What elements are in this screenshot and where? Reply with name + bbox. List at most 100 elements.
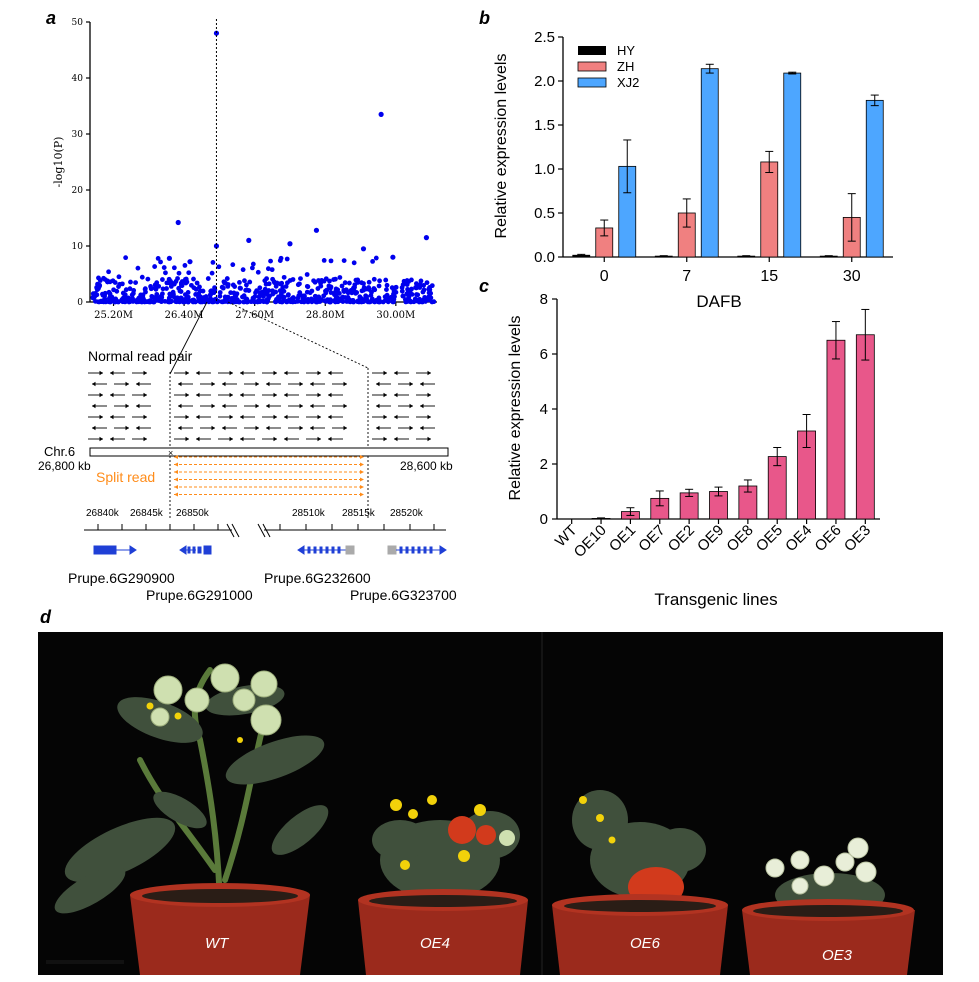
- normal-read-arrowhead: [427, 414, 431, 420]
- snp-point-bg: [377, 278, 382, 284]
- snp-point-bg: [92, 298, 98, 304]
- normal-read-arrowhead: [110, 414, 114, 420]
- snp-point-bg: [193, 286, 199, 292]
- normal-read-arrowhead: [255, 425, 259, 431]
- snp-point-bg: [277, 288, 283, 294]
- snp-point-bg: [127, 286, 133, 292]
- c-xtick-label: OE5: [753, 522, 786, 555]
- snp-point-bg: [247, 279, 253, 285]
- snp-point-bg: [283, 284, 289, 289]
- normal-read-arrowhead: [273, 392, 277, 398]
- gene-models: [93, 545, 447, 555]
- c-xtick-label: OE8: [723, 522, 756, 555]
- snp-point-bg: [197, 294, 203, 300]
- snp-point-bg: [106, 269, 111, 275]
- snp-point-bg: [207, 297, 213, 303]
- split-read-arrowhead: [360, 485, 364, 489]
- snp-point-bg: [351, 260, 357, 266]
- snp-point-bg: [369, 289, 374, 295]
- snp-point-bg: [352, 290, 358, 295]
- b-ytick-label: 0.5: [534, 205, 555, 222]
- coord-26840k: 26840k: [86, 508, 120, 519]
- snp-point-bg: [119, 281, 125, 287]
- snp-point: [213, 30, 220, 36]
- snp-point-bg: [184, 295, 190, 301]
- snp-point-bg: [112, 280, 118, 285]
- normal-read-arrowhead: [317, 370, 321, 376]
- split-read-arrowhead: [360, 462, 364, 467]
- normal-read-arrowhead: [229, 436, 233, 442]
- normal-read-arrowhead: [328, 392, 332, 398]
- snp-point-bg: [277, 299, 283, 305]
- normal-read-arrowhead: [185, 392, 189, 398]
- snp-point-bg: [223, 298, 228, 304]
- pot-oe6: [552, 905, 728, 975]
- plant-oe6: OE6: [552, 790, 728, 975]
- snp-point: [423, 235, 430, 241]
- split-read-arrowhead: [174, 477, 178, 482]
- snp-point-bg: [179, 283, 185, 289]
- c-bar: [826, 339, 846, 520]
- zoom-line-right: [227, 301, 369, 369]
- normal-read-arrowhead: [229, 370, 233, 376]
- snp-point-bg: [364, 294, 370, 300]
- snp-point-bg: [414, 284, 420, 290]
- snp-point-bg: [161, 265, 167, 270]
- snp-point-bg: [120, 290, 126, 296]
- snp-point-bg: [257, 285, 263, 291]
- snp-point-bg: [208, 292, 214, 297]
- normal-read-arrowhead: [420, 403, 424, 409]
- snp-point-bg: [285, 298, 291, 304]
- snp-point-bg: [393, 289, 399, 295]
- snp-point-bg: [171, 265, 177, 271]
- snp-point-bg: [217, 293, 223, 299]
- plant-wt: WT: [46, 663, 329, 975]
- panel-b-letter: b: [479, 8, 490, 28]
- b-bar-zh: [760, 161, 779, 258]
- snp-point-bg: [389, 285, 395, 291]
- normal-read-arrowhead: [196, 370, 200, 376]
- snp-point-bg: [123, 287, 129, 293]
- snp-point-bg: [323, 276, 329, 282]
- snp-point: [390, 254, 396, 260]
- manhattan-plot: -log10(P) 0 10 20 30 40 50 25.20M 26.40M 27.60M…: [52, 18, 437, 321]
- normal-read-arrowhead: [343, 403, 347, 409]
- snp-point-bg: [415, 292, 421, 298]
- snp-point-bg: [371, 276, 377, 282]
- snp-point-bg: [427, 284, 433, 290]
- snp-point-bg: [265, 266, 271, 272]
- snp-point-bg: [128, 279, 133, 285]
- b-bar-xj2: [783, 72, 802, 258]
- snp-point-bg: [189, 297, 195, 303]
- breakpoint-x-mark: ×: [168, 448, 173, 458]
- right-kb-label: 28,600 kb: [400, 459, 453, 473]
- snp-point-bg: [160, 286, 166, 292]
- normal-read-arrowhead: [420, 381, 424, 387]
- normal-read-arrowhead: [328, 436, 332, 442]
- normal-read-arrowhead: [273, 436, 277, 442]
- normal-read-arrowhead: [211, 381, 215, 387]
- normal-read-arrowhead: [299, 381, 303, 387]
- coord-28520k: 28520k: [390, 508, 424, 519]
- normal-read-arrowhead: [376, 403, 380, 409]
- snp-point-bg: [245, 299, 250, 305]
- snp-point-bg: [160, 291, 165, 297]
- normal-read-arrowhead: [185, 414, 189, 420]
- snp-point-bg: [154, 291, 160, 297]
- normal-read-arrowhead: [222, 403, 226, 409]
- photo-label-oe6: OE6: [630, 935, 661, 952]
- normal-read-arrowhead: [266, 403, 270, 409]
- normal-read-arrowhead: [110, 370, 114, 376]
- snp-point-bg: [152, 264, 158, 269]
- snp-point-bg: [114, 288, 120, 294]
- snp-point-bg: [133, 280, 138, 286]
- snp-point-bg: [323, 290, 329, 296]
- snp-point: [187, 259, 193, 265]
- normal-read-arrowhead: [143, 392, 147, 398]
- snp-point-bg: [213, 296, 219, 302]
- snp-point-bg: [182, 263, 188, 268]
- manhattan-ytick-label: 50: [72, 18, 84, 28]
- c-ytick-label: 2: [540, 456, 548, 473]
- normal-read-arrowhead: [394, 392, 398, 398]
- normal-read-arrowhead: [211, 425, 215, 431]
